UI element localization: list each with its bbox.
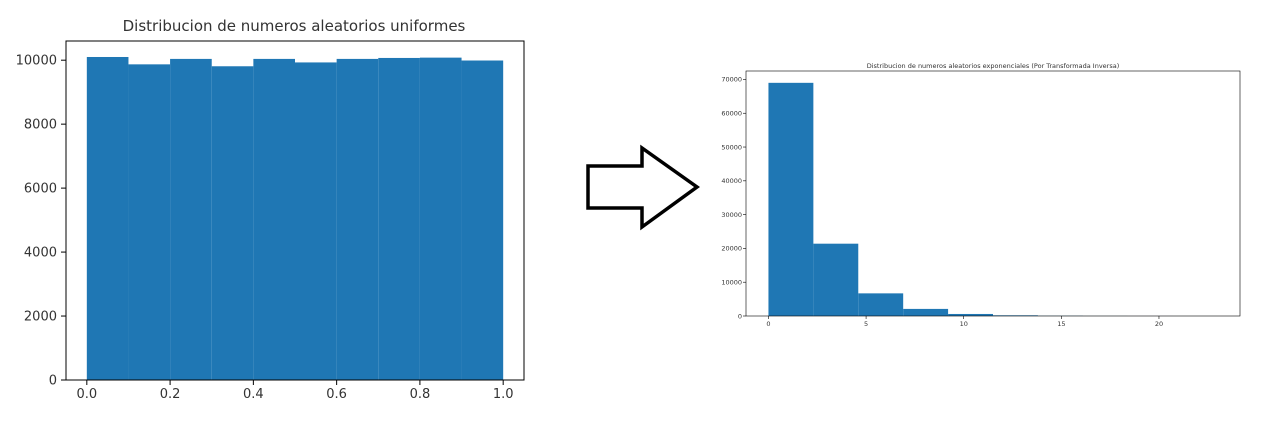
uniform-bars [87, 57, 503, 380]
uniform-bar [378, 58, 420, 380]
exponential-bar [948, 314, 993, 316]
uniform-x-tick-label: 0.2 [160, 387, 181, 402]
exponential-y-tick-label: 10000 [721, 278, 742, 286]
exponential-y-tick-label: 30000 [721, 211, 742, 219]
uniform-y-tick-label: 6000 [24, 182, 57, 197]
exponential-x-tick-label: 10 [960, 320, 968, 328]
exponential-x-tick-label: 15 [1057, 320, 1065, 328]
exponential-bar [813, 244, 858, 316]
right-arrow-icon [588, 148, 697, 227]
exponential-bars [768, 83, 1217, 316]
exponential-y-axis: 0 10000 20000 30000 40000 50000 60000 70000 [721, 76, 746, 321]
uniform-bar [295, 62, 337, 380]
exponential-y-tick-label: 40000 [721, 177, 742, 185]
uniform-bar [337, 59, 379, 380]
exponential-chart-title: Distribucion de numeros aleatorios expon… [867, 62, 1120, 70]
uniform-bar [128, 64, 170, 380]
uniform-y-tick-label: 10000 [16, 54, 57, 69]
uniform-bar [170, 59, 212, 380]
uniform-bar [253, 59, 295, 380]
exponential-bar [768, 83, 813, 316]
exponential-bar [858, 293, 903, 316]
uniform-x-tick-label: 1.0 [493, 387, 514, 402]
exponential-y-tick-label: 0 [738, 312, 742, 320]
uniform-y-tick-label: 4000 [24, 246, 57, 261]
uniform-y-tick-label: 0 [49, 374, 57, 389]
exponential-y-tick-label: 60000 [721, 110, 742, 118]
exponential-y-tick-label: 50000 [721, 143, 742, 151]
exponential-x-tick-label: 5 [864, 320, 868, 328]
uniform-x-tick-label: 0.4 [243, 387, 264, 402]
exponential-y-tick-label: 70000 [721, 76, 742, 84]
uniform-x-tick-label: 0.0 [76, 387, 97, 402]
exponential-histogram-chart: Distribucion de numeros aleatorios expon… [721, 62, 1240, 328]
exponential-bar [903, 309, 948, 316]
uniform-bar [212, 66, 254, 380]
uniform-y-tick-label: 2000 [24, 310, 57, 325]
uniform-bar [462, 61, 504, 380]
uniform-bar [87, 57, 129, 380]
exponential-x-axis: 0 5 10 15 20 [766, 316, 1163, 328]
uniform-x-axis: 0.0 0.2 0.4 0.6 0.8 1.0 [76, 380, 513, 402]
exponential-x-tick-label: 0 [766, 320, 770, 328]
exponential-x-tick-label: 20 [1155, 320, 1163, 328]
uniform-histogram-chart: Distribucion de numeros aleatorios unifo… [16, 17, 524, 402]
uniform-bar [420, 58, 462, 380]
uniform-y-tick-label: 8000 [24, 118, 57, 133]
uniform-y-axis: 0 2000 4000 6000 8000 10000 [16, 54, 66, 389]
uniform-x-tick-label: 0.6 [326, 387, 347, 402]
uniform-chart-title: Distribucion de numeros aleatorios unifo… [123, 17, 466, 35]
uniform-x-tick-label: 0.8 [410, 387, 431, 402]
exponential-y-tick-label: 20000 [721, 245, 742, 253]
